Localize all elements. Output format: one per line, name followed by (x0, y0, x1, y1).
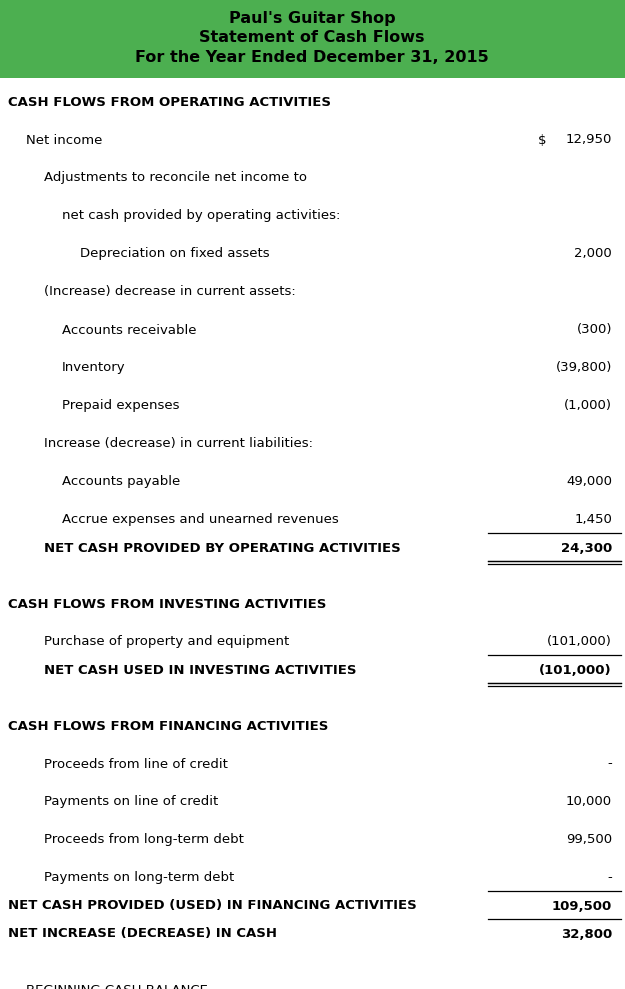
Text: $: $ (538, 134, 546, 146)
Text: Prepaid expenses: Prepaid expenses (62, 400, 179, 412)
Text: Purchase of property and equipment: Purchase of property and equipment (44, 636, 289, 649)
Text: (39,800): (39,800) (556, 362, 612, 375)
Text: BEGINNING CASH BALANCE: BEGINNING CASH BALANCE (26, 983, 208, 989)
Text: 32,800: 32,800 (561, 928, 612, 941)
Text: 49,000: 49,000 (566, 476, 612, 489)
Text: (1,000): (1,000) (564, 400, 612, 412)
Text: CASH FLOWS FROM FINANCING ACTIVITIES: CASH FLOWS FROM FINANCING ACTIVITIES (8, 720, 328, 733)
Text: Payments on line of credit: Payments on line of credit (44, 795, 218, 808)
Text: Statement of Cash Flows: Statement of Cash Flows (199, 31, 425, 45)
Text: Proceeds from long-term debt: Proceeds from long-term debt (44, 834, 244, 847)
Text: (300): (300) (576, 323, 612, 336)
Text: Accounts payable: Accounts payable (62, 476, 180, 489)
Text: CASH FLOWS FROM OPERATING ACTIVITIES: CASH FLOWS FROM OPERATING ACTIVITIES (8, 96, 331, 109)
Text: CASH FLOWS FROM INVESTING ACTIVITIES: CASH FLOWS FROM INVESTING ACTIVITIES (8, 597, 326, 610)
Text: -: - (608, 758, 612, 770)
Text: NET INCREASE (DECREASE) IN CASH: NET INCREASE (DECREASE) IN CASH (8, 928, 277, 941)
Text: 99,500: 99,500 (566, 834, 612, 847)
Text: net cash provided by operating activities:: net cash provided by operating activitie… (62, 210, 341, 223)
Text: Depreciation on fixed assets: Depreciation on fixed assets (80, 247, 269, 260)
Text: 2,000: 2,000 (574, 247, 612, 260)
Text: 109,500: 109,500 (552, 900, 612, 913)
Text: 12,950: 12,950 (566, 134, 612, 146)
Text: Adjustments to reconcile net income to: Adjustments to reconcile net income to (44, 171, 307, 185)
Text: Net income: Net income (26, 134, 102, 146)
Text: Accounts receivable: Accounts receivable (62, 323, 196, 336)
Text: -: - (608, 983, 612, 989)
Text: (Increase) decrease in current assets:: (Increase) decrease in current assets: (44, 286, 296, 299)
Text: NET CASH PROVIDED BY OPERATING ACTIVITIES: NET CASH PROVIDED BY OPERATING ACTIVITIE… (44, 542, 401, 555)
Text: 1,450: 1,450 (574, 513, 612, 526)
Text: Payments on long-term debt: Payments on long-term debt (44, 871, 234, 884)
Text: Paul's Guitar Shop: Paul's Guitar Shop (229, 11, 396, 26)
Text: For the Year Ended December 31, 2015: For the Year Ended December 31, 2015 (135, 50, 489, 65)
Text: 24,300: 24,300 (561, 542, 612, 555)
Text: Accrue expenses and unearned revenues: Accrue expenses and unearned revenues (62, 513, 339, 526)
Text: Increase (decrease) in current liabilities:: Increase (decrease) in current liabiliti… (44, 437, 313, 451)
Text: NET CASH USED IN INVESTING ACTIVITIES: NET CASH USED IN INVESTING ACTIVITIES (44, 664, 356, 676)
Text: Inventory: Inventory (62, 362, 126, 375)
Text: (101,000): (101,000) (547, 636, 612, 649)
Text: NET CASH PROVIDED (USED) IN FINANCING ACTIVITIES: NET CASH PROVIDED (USED) IN FINANCING AC… (8, 900, 417, 913)
Text: -: - (608, 871, 612, 884)
Text: 10,000: 10,000 (566, 795, 612, 808)
Text: (101,000): (101,000) (539, 664, 612, 676)
Text: Proceeds from line of credit: Proceeds from line of credit (44, 758, 228, 770)
Bar (0, 0, 625, 78)
